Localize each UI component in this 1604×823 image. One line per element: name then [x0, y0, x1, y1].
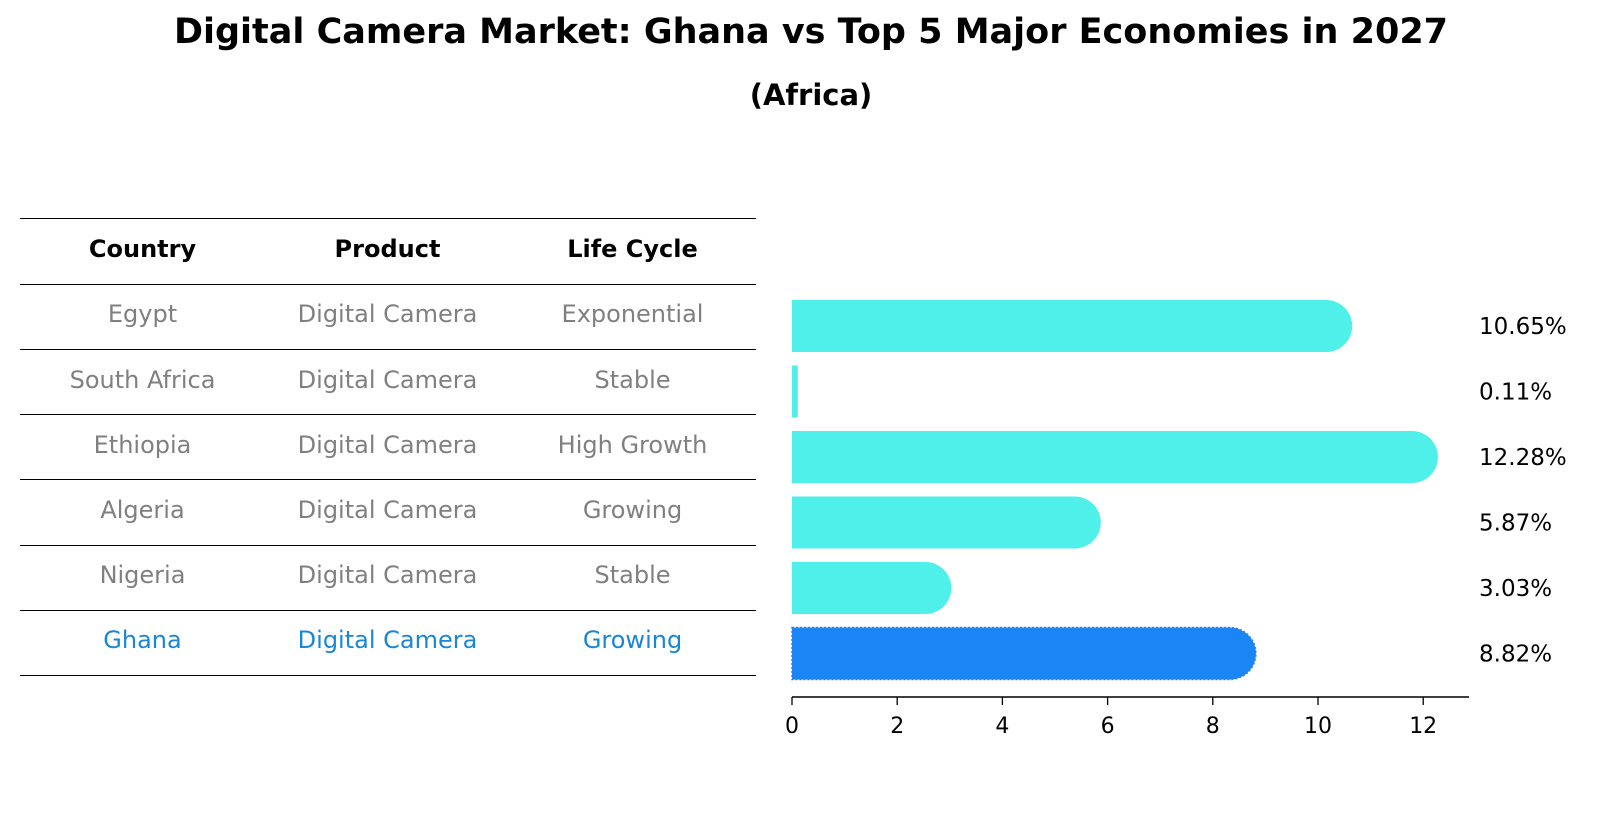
- bar-value-label: 12.28%: [1479, 445, 1567, 471]
- table-rule: [20, 284, 756, 285]
- table-cell-country: South Africa: [69, 366, 216, 394]
- table-cell-product: Digital Camera: [297, 366, 478, 394]
- table-cell-life-cycle-highlight: Growing: [582, 626, 683, 654]
- table-cell-product: Digital Camera: [297, 300, 478, 328]
- x-tick-label: 10: [1304, 714, 1332, 739]
- bar-value-label: 5.87%: [1479, 511, 1552, 537]
- table-cell-product: Digital Camera: [297, 561, 478, 589]
- table-rule: [20, 479, 756, 480]
- table-rule: [20, 675, 756, 676]
- table-cell-life-cycle: Exponential: [561, 300, 704, 328]
- x-tick-label: 2: [890, 714, 904, 739]
- table-cell-life-cycle: Growing: [582, 496, 683, 524]
- table-rule: [20, 349, 756, 350]
- bar: [792, 562, 952, 614]
- column-header-product: Product: [334, 235, 441, 263]
- column-header-life-cycle: Life Cycle: [567, 235, 698, 263]
- table-rule: [20, 218, 756, 219]
- x-tick-label: 0: [785, 714, 799, 739]
- bar-value-label: 3.03%: [1479, 576, 1552, 602]
- table-cell-country: Algeria: [100, 496, 185, 524]
- bar: [792, 431, 1438, 483]
- x-tick-label: 6: [1101, 714, 1115, 739]
- table-cell-life-cycle: High Growth: [557, 431, 708, 459]
- bar-highlight: [791, 626, 1257, 681]
- table-cell-country-highlight: Ghana: [103, 626, 182, 654]
- bar-value-label: 0.11%: [1479, 380, 1552, 406]
- x-tick-label: 8: [1206, 714, 1220, 739]
- table-cell-country: Ethiopia: [93, 431, 192, 459]
- bar: [792, 365, 798, 418]
- chart-subtitle: (Africa): [749, 78, 873, 112]
- chart-title: Digital Camera Market: Ghana vs Top 5 Ma…: [173, 12, 1449, 52]
- table-rule: [20, 610, 756, 611]
- bar: [792, 300, 1353, 352]
- table-rule: [20, 414, 756, 415]
- table-cell-life-cycle: Stable: [594, 561, 671, 589]
- table-cell-product: Digital Camera: [297, 431, 478, 459]
- table-cell-country: Nigeria: [99, 561, 186, 589]
- bar-value-label: 10.65%: [1479, 314, 1567, 340]
- table-cell-product: Digital Camera: [297, 496, 478, 524]
- column-header-country: Country: [88, 235, 197, 263]
- table-cell-life-cycle: Stable: [594, 366, 671, 394]
- table-rule: [20, 545, 756, 546]
- bar-value-label: 8.82%: [1479, 642, 1552, 668]
- table-cell-product-highlight: Digital Camera: [297, 626, 478, 654]
- x-tick-label: 4: [995, 714, 1009, 739]
- x-tick-label: 12: [1409, 714, 1437, 739]
- bar: [792, 496, 1101, 549]
- table-cell-country: Egypt: [107, 300, 178, 328]
